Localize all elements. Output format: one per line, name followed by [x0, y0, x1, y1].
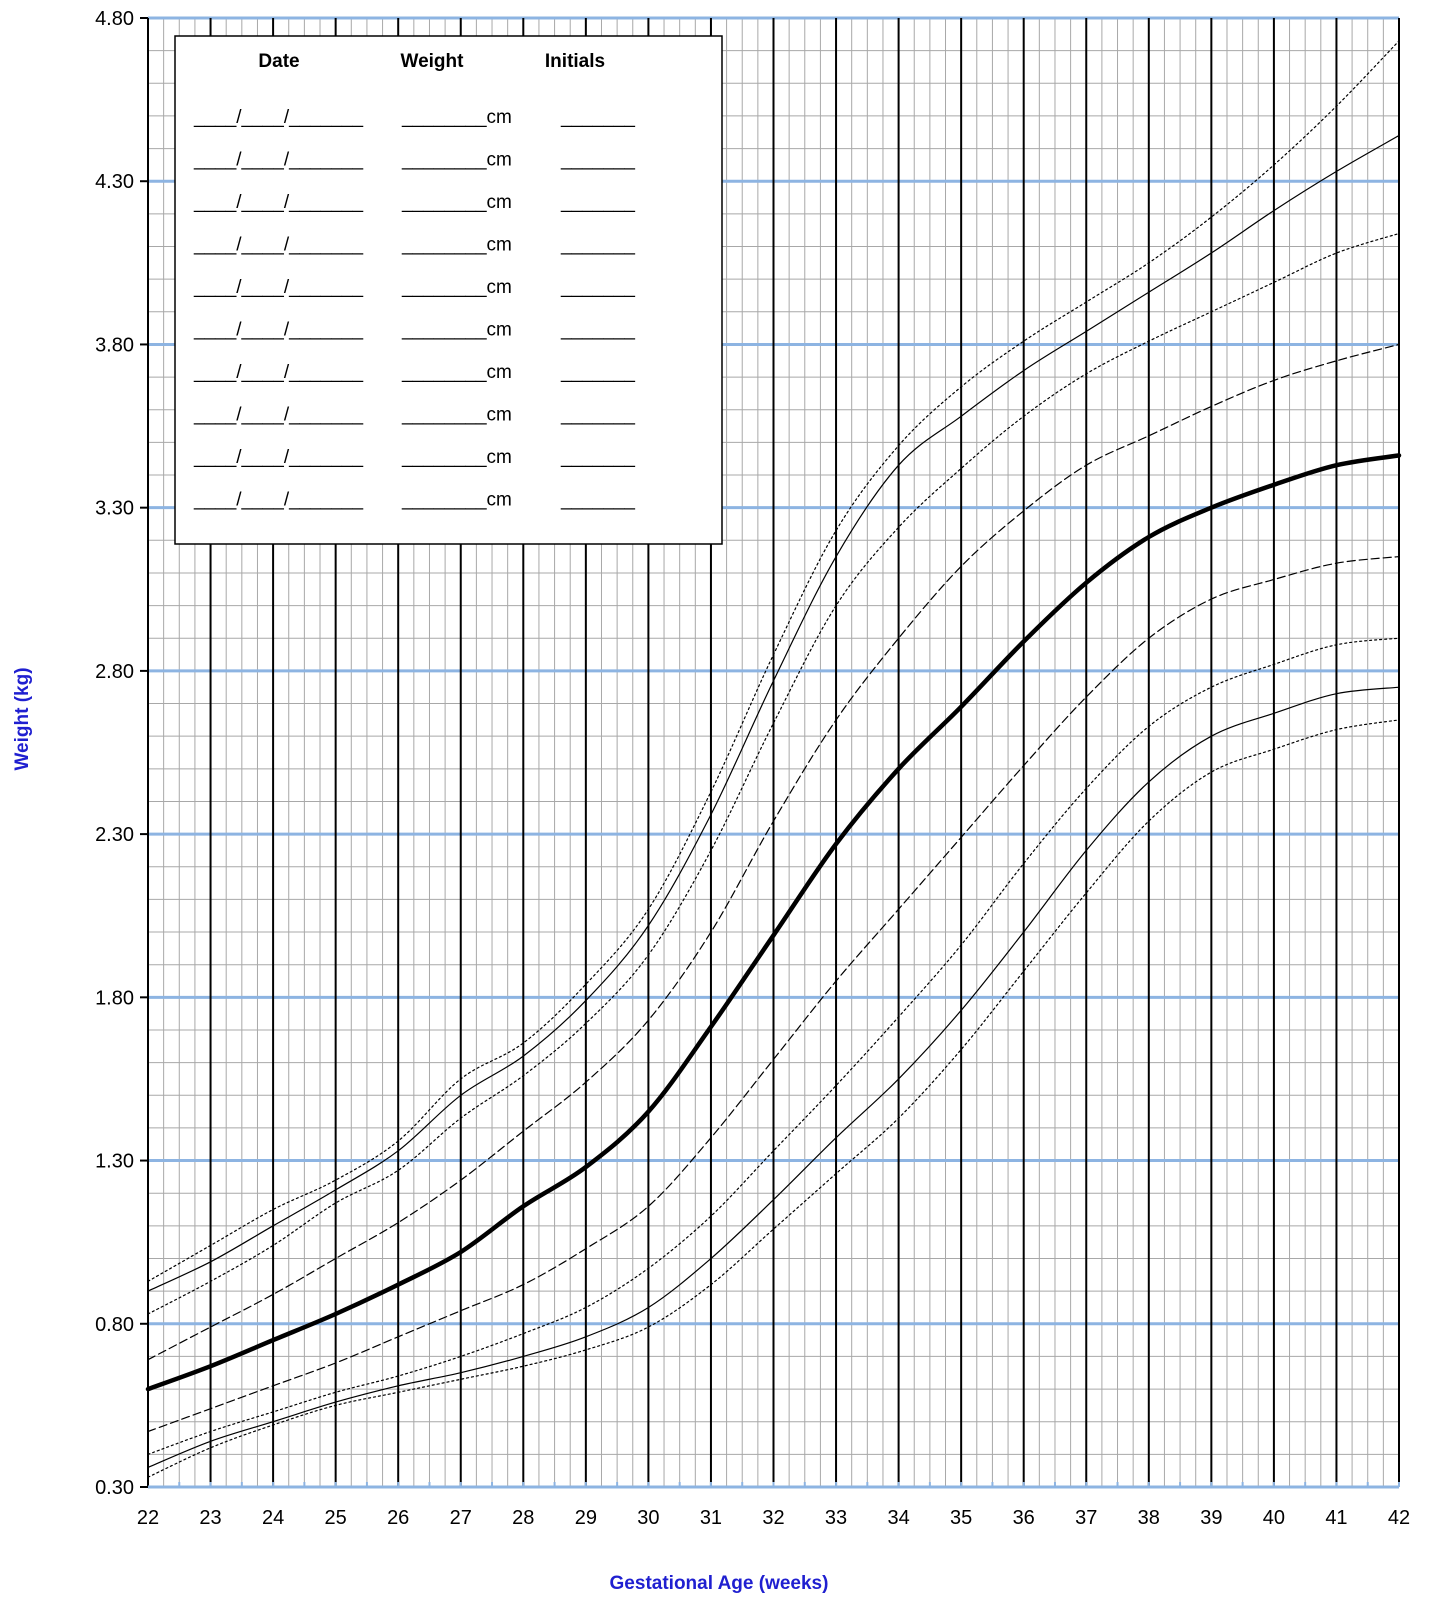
- x-tick-label: 25: [325, 1507, 347, 1529]
- x-tick-label: 39: [1200, 1507, 1222, 1529]
- y-tick-label: 2.30: [95, 824, 134, 846]
- log-weight-blank: ________cm: [401, 490, 512, 511]
- log-initials-blank: _______: [560, 320, 635, 341]
- x-tick-label: 35: [950, 1507, 972, 1529]
- x-tick-label: 29: [575, 1507, 597, 1529]
- x-tick-label: 24: [262, 1507, 284, 1529]
- log-initials-blank: _______: [560, 107, 635, 128]
- series-lines: [145, 40, 1402, 1478]
- y-tick-label: 1.80: [95, 987, 134, 1009]
- log-header-weight: Weight: [401, 51, 465, 72]
- log-row: ____/____/_______ ________cm _______: [193, 405, 635, 426]
- y-tick-label: 4.80: [95, 8, 134, 30]
- x-tick-label: 28: [512, 1507, 534, 1529]
- y-tick-label: 0.30: [95, 1477, 134, 1499]
- log-initials-blank: _______: [560, 235, 635, 256]
- log-weight-blank: ________cm: [401, 277, 512, 298]
- log-initials-blank: _______: [560, 362, 635, 383]
- x-tick-label: 36: [1013, 1507, 1035, 1529]
- log-date-blank: ____/____/_______: [193, 192, 363, 213]
- log-row: ____/____/_______ ________cm _______: [193, 277, 635, 298]
- x-tick-label: 37: [1075, 1507, 1097, 1529]
- x-tick-label: 33: [825, 1507, 847, 1529]
- log-row: ____/____/_______ ________cm _______: [193, 107, 635, 128]
- x-tick-label: 32: [762, 1507, 784, 1529]
- tick-labels: 0.30 0.80 1.30 1.80 2.30 2.80 3.30 3.80 4.30 4.80…: [95, 8, 1410, 1529]
- log-weight-blank: ________cm: [401, 447, 512, 468]
- x-tick-label: 42: [1388, 1507, 1410, 1529]
- log-row: ____/____/_______ ________cm _______: [193, 320, 635, 341]
- log-row: ____/____/_______ ________cm _______: [193, 362, 635, 383]
- log-header-date: Date: [258, 51, 299, 72]
- log-row: ____/____/_______ ________cm _______: [193, 447, 635, 468]
- y-tick-label: 0.80: [95, 1314, 134, 1336]
- log-date-blank: ____/____/_______: [193, 490, 363, 511]
- series-line-7: [147, 232, 1400, 1315]
- log-header-initials: Initials: [545, 51, 605, 72]
- log-row: ____/____/_______ ________cm _______: [193, 235, 635, 256]
- log-date-blank: ____/____/_______: [193, 107, 363, 128]
- log-weight-blank: ________cm: [401, 320, 512, 341]
- x-tick-label: 30: [637, 1507, 659, 1529]
- x-tick-label: 26: [387, 1507, 409, 1529]
- log-weight-blank: ________cm: [401, 405, 512, 426]
- x-tick-label: 22: [137, 1507, 159, 1529]
- x-tick-label: 40: [1263, 1507, 1285, 1529]
- log-date-blank: ____/____/_______: [193, 447, 363, 468]
- x-tick-label: 23: [199, 1507, 221, 1529]
- log-date-blank: ____/____/_______: [193, 320, 363, 341]
- log-initials-blank: _______: [560, 405, 635, 426]
- y-tick-label: 3.30: [95, 498, 134, 520]
- series-line-8: [147, 134, 1400, 1292]
- log-initials-blank: _______: [560, 277, 635, 298]
- axes-frame: [140, 17, 1399, 1489]
- y-tick-label: 2.80: [95, 661, 134, 683]
- series-line-9: [147, 40, 1400, 1282]
- log-table-box: [174, 35, 723, 545]
- log-date-blank: ____/____/_______: [193, 277, 363, 298]
- x-tick-label: 31: [700, 1507, 722, 1529]
- log-row: ____/____/_______ ________cm _______: [193, 150, 635, 171]
- x-tick-label: 38: [1138, 1507, 1160, 1529]
- log-initials-blank: _______: [560, 447, 635, 468]
- log-row: ____/____/_______ ________cm _______: [193, 192, 635, 213]
- log-weight-blank: ________cm: [401, 150, 512, 171]
- x-tick-label: 27: [450, 1507, 472, 1529]
- log-initials-blank: _______: [560, 150, 635, 171]
- log-weight-blank: ________cm: [401, 235, 512, 256]
- series-line-5: [145, 453, 1402, 1392]
- log-initials-blank: _______: [560, 490, 635, 511]
- log-weight-blank: ________cm: [401, 192, 512, 213]
- log-weight-blank: ________cm: [401, 362, 512, 383]
- x-axis-title: Gestational Age (weeks): [610, 1573, 829, 1594]
- log-date-blank: ____/____/_______: [193, 362, 363, 383]
- log-row: ____/____/_______ ________cm _______: [193, 490, 635, 511]
- log-date-blank: ____/____/_______: [193, 405, 363, 426]
- series-line-1: [147, 719, 1400, 1478]
- series-line-2: [147, 686, 1400, 1468]
- y-tick-label: 3.80: [95, 334, 134, 356]
- y-tick-label: 4.30: [95, 171, 134, 193]
- log-initials-blank: _______: [560, 192, 635, 213]
- log-date-blank: ____/____/_______: [193, 150, 363, 171]
- series-line-3: [147, 637, 1400, 1455]
- y-axis-title: Weight (kg): [12, 667, 33, 770]
- log-weight-blank: ________cm: [401, 107, 512, 128]
- log-date-blank: ____/____/_______: [193, 235, 363, 256]
- log-table: Date Weight Initials ____/____/_______ _____…: [174, 35, 723, 545]
- series-line-6: [147, 343, 1400, 1361]
- x-tick-label: 41: [1325, 1507, 1347, 1529]
- series-line-4: [147, 556, 1400, 1433]
- x-tick-label: 34: [887, 1507, 909, 1529]
- y-tick-label: 1.30: [95, 1151, 134, 1173]
